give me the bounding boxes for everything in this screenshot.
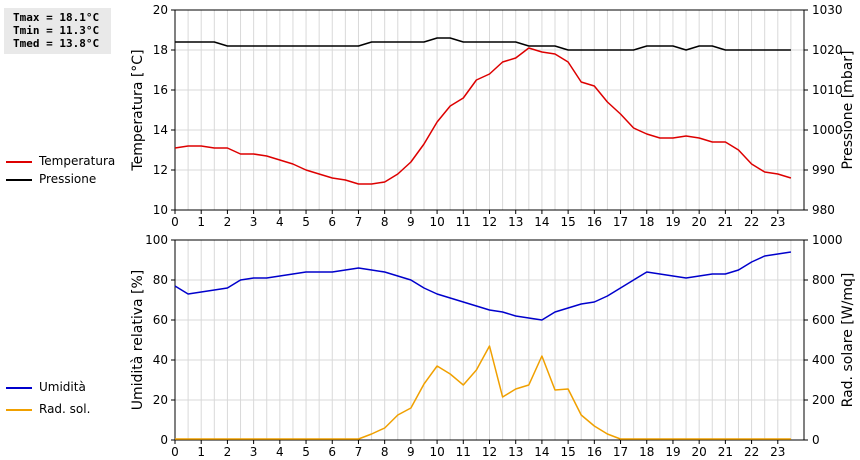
x-tick-label: 20 — [692, 445, 707, 459]
x-tick-label: 1 — [197, 445, 205, 459]
y-right-tick-label: 400 — [812, 353, 835, 367]
x-tick-label: 22 — [744, 445, 759, 459]
y-right-tick-label: 1000 — [812, 233, 843, 247]
y-right-tick-label: 990 — [812, 163, 835, 177]
x-tick-label: 18 — [639, 215, 654, 229]
stats-box: Tmax = 18.1°C Tmin = 11.3°C Tmed = 13.8°… — [4, 8, 111, 54]
y-left-axis-title: Temperatura [°C] — [130, 49, 146, 171]
y-left-tick-label: 40 — [153, 353, 168, 367]
x-tick-label: 10 — [429, 215, 444, 229]
x-tick-label: 4 — [276, 215, 284, 229]
y-right-tick-label: 0 — [812, 433, 820, 447]
legend-label-umidita: Umidità — [39, 380, 86, 394]
x-tick-label: 8 — [381, 445, 389, 459]
series-line-temperatura — [174, 47, 792, 185]
y-left-tick-label: 14 — [153, 123, 168, 137]
x-tick-label: 22 — [744, 215, 759, 229]
x-tick-label: 8 — [381, 215, 389, 229]
x-tick-label: 2 — [224, 445, 232, 459]
series-line-rad-sol- — [175, 345, 791, 440]
x-tick-label: 16 — [587, 215, 602, 229]
y-right-tick-label: 1030 — [812, 3, 843, 17]
x-tick-label: 5 — [302, 445, 310, 459]
legend-swatch-umidita — [6, 387, 32, 389]
x-tick-label: 0 — [171, 445, 179, 459]
y-right-tick-label: 1010 — [812, 83, 843, 97]
y-left-tick-label: 80 — [153, 273, 168, 287]
x-tick-label: 1 — [197, 215, 205, 229]
legend-label-pressione: Pressione — [39, 172, 97, 186]
x-tick-label: 0 — [171, 215, 179, 229]
tmed-label: Tmed = 13.8°C — [13, 37, 100, 50]
tmax-label: Tmax = 18.1°C — [13, 11, 100, 24]
x-tick-label: 21 — [718, 215, 733, 229]
x-tick-label: 10 — [429, 445, 444, 459]
y-left-axis-title: Umidità relativa [%] — [130, 270, 146, 411]
x-tick-label: 13 — [508, 215, 523, 229]
y-right-axis-title: Pressione [mbar] — [840, 50, 856, 169]
y-right-tick-label: 1020 — [812, 43, 843, 57]
legend-swatch-radsol — [6, 409, 32, 411]
x-tick-label: 7 — [355, 215, 363, 229]
x-tick-label: 17 — [613, 445, 628, 459]
x-tick-label: 4 — [276, 445, 284, 459]
x-tick-label: 23 — [770, 445, 785, 459]
x-tick-label: 23 — [770, 215, 785, 229]
x-tick-label: 7 — [355, 445, 363, 459]
x-tick-label: 19 — [665, 215, 680, 229]
x-tick-label: 16 — [587, 445, 602, 459]
x-tick-label: 15 — [560, 445, 575, 459]
x-tick-label: 11 — [456, 445, 471, 459]
x-tick-label: 9 — [407, 445, 415, 459]
x-tick-label: 3 — [250, 445, 258, 459]
legend-label-temperatura: Temperatura — [39, 154, 116, 168]
y-left-tick-label: 18 — [153, 43, 168, 57]
x-tick-label: 15 — [560, 215, 575, 229]
y-right-tick-label: 1000 — [812, 123, 843, 137]
x-tick-label: 6 — [328, 215, 336, 229]
y-left-tick-label: 12 — [153, 163, 168, 177]
y-right-tick-label: 600 — [812, 313, 835, 327]
y-left-tick-label: 60 — [153, 313, 168, 327]
y-left-tick-label: 10 — [153, 203, 168, 217]
y-left-tick-label: 100 — [145, 233, 168, 247]
y-left-tick-label: 20 — [153, 3, 168, 17]
legend-swatch-temperatura — [6, 161, 32, 163]
x-tick-label: 14 — [534, 215, 549, 229]
series-line-umidit- — [174, 251, 792, 321]
x-tick-label: 21 — [718, 445, 733, 459]
x-tick-label: 12 — [482, 445, 497, 459]
y-left-tick-label: 20 — [153, 393, 168, 407]
x-tick-label: 3 — [250, 215, 258, 229]
y-left-tick-label: 0 — [160, 433, 168, 447]
series-line-pressione — [175, 37, 791, 51]
y-right-tick-label: 800 — [812, 273, 835, 287]
legend-swatch-pressione — [6, 179, 32, 181]
tmin-label: Tmin = 11.3°C — [13, 24, 100, 37]
x-tick-label: 6 — [328, 445, 336, 459]
legend-label-radsol: Rad. sol. — [39, 402, 91, 416]
x-tick-label: 9 — [407, 215, 415, 229]
x-tick-label: 18 — [639, 445, 654, 459]
y-right-tick-label: 200 — [812, 393, 835, 407]
x-tick-label: 20 — [692, 215, 707, 229]
x-tick-label: 12 — [482, 215, 497, 229]
y-left-tick-label: 16 — [153, 83, 168, 97]
x-tick-label: 11 — [456, 215, 471, 229]
x-tick-label: 19 — [665, 445, 680, 459]
x-tick-label: 5 — [302, 215, 310, 229]
y-right-axis-title: Rad. solare [W/mq] — [840, 273, 856, 408]
y-right-tick-label: 980 — [812, 203, 835, 217]
x-tick-label: 14 — [534, 445, 549, 459]
x-tick-label: 13 — [508, 445, 523, 459]
x-tick-label: 2 — [224, 215, 232, 229]
x-tick-label: 17 — [613, 215, 628, 229]
